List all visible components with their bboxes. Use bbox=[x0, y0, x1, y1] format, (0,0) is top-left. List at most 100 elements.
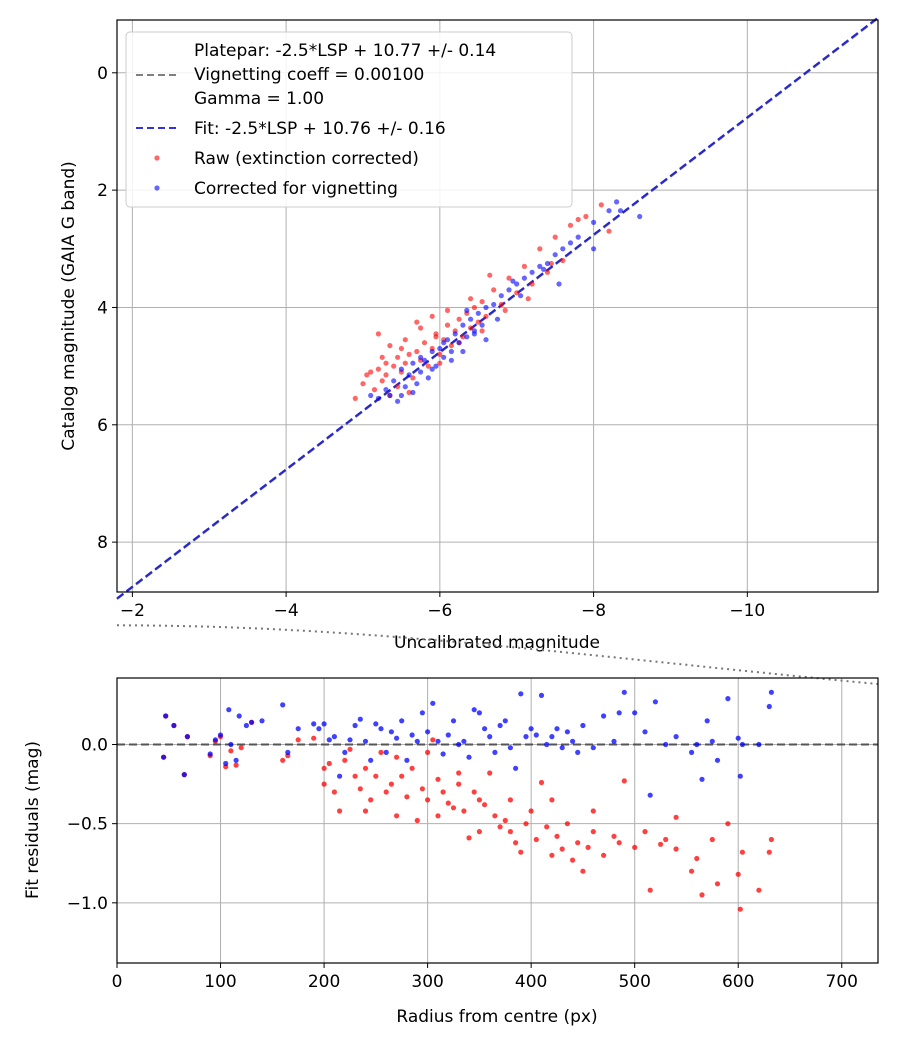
corrected-point bbox=[614, 199, 620, 205]
corrected-point bbox=[316, 726, 322, 732]
raw-point bbox=[507, 797, 513, 803]
corrected-point bbox=[471, 331, 477, 337]
corrected-point bbox=[497, 722, 503, 729]
corrected-point bbox=[560, 246, 566, 252]
corrected-point bbox=[704, 718, 710, 724]
raw-point bbox=[435, 776, 441, 782]
corrected-point bbox=[528, 726, 534, 732]
corrected-point bbox=[491, 301, 497, 308]
raw-point bbox=[402, 337, 408, 343]
raw-point bbox=[321, 765, 327, 771]
corrected-point bbox=[464, 334, 470, 340]
corrected-point bbox=[768, 689, 775, 695]
raw-point bbox=[414, 817, 420, 824]
corrected-point bbox=[450, 718, 457, 724]
raw-point bbox=[399, 773, 405, 779]
corrected-point bbox=[409, 732, 415, 738]
raw-point bbox=[560, 257, 566, 264]
x-tick-label: −4 bbox=[274, 601, 299, 621]
raw-point bbox=[444, 307, 451, 313]
corrected-point bbox=[549, 734, 555, 740]
corrected-point bbox=[181, 772, 187, 778]
raw-point bbox=[421, 340, 428, 346]
bottom-scatter-points bbox=[161, 689, 775, 912]
raw-point bbox=[406, 351, 412, 357]
raw-point bbox=[554, 833, 560, 839]
raw-point bbox=[647, 887, 653, 893]
x-tick-label: 700 bbox=[826, 972, 858, 992]
corrected-point bbox=[580, 722, 586, 729]
corrected-point bbox=[425, 729, 431, 735]
raw-point bbox=[321, 781, 327, 787]
residuals-scatter-chart: 0 100 200 300 400 500 600 700 0.0 −0.5 −1.0 Radius… bbox=[23, 624, 879, 1027]
corrected-point bbox=[766, 703, 772, 710]
raw-point bbox=[414, 348, 420, 355]
corrected-point bbox=[357, 716, 363, 722]
raw-point bbox=[567, 222, 574, 228]
raw-point bbox=[395, 384, 401, 390]
corrected-point bbox=[559, 745, 565, 751]
corrected-point bbox=[429, 366, 435, 372]
raw-point bbox=[663, 836, 669, 843]
raw-point bbox=[538, 779, 545, 786]
corrected-point bbox=[368, 757, 374, 763]
corrected-point bbox=[383, 387, 389, 393]
raw-point bbox=[575, 840, 581, 846]
raw-point bbox=[621, 778, 627, 784]
legend: Platepar: -2.5*LSP + 10.77 +/- 0.14 Vign… bbox=[125, 31, 573, 208]
raw-point bbox=[518, 849, 524, 855]
raw-point bbox=[391, 363, 397, 369]
raw-point bbox=[388, 781, 394, 787]
corrected-point bbox=[529, 269, 535, 275]
corrected-point bbox=[398, 366, 404, 372]
raw-point bbox=[414, 319, 420, 325]
corrected-point bbox=[378, 726, 384, 732]
corrected-point bbox=[518, 691, 524, 697]
raw-point bbox=[548, 260, 554, 267]
x-tick-label: 500 bbox=[618, 972, 650, 992]
corrected-point bbox=[452, 331, 458, 337]
raw-point bbox=[525, 296, 531, 302]
corrected-point bbox=[482, 726, 488, 732]
x-tick-label: −10 bbox=[729, 601, 765, 621]
corrected-point bbox=[311, 721, 317, 727]
x-tick-label: 0 bbox=[112, 972, 123, 992]
raw-point bbox=[468, 296, 474, 302]
raw-point bbox=[435, 813, 441, 819]
raw-point bbox=[228, 748, 234, 754]
legend-label-platepar: Platepar: -2.5*LSP + 10.77 +/- 0.14 bbox=[194, 41, 496, 61]
raw-point bbox=[311, 735, 317, 741]
top-scatter-points bbox=[352, 199, 643, 404]
raw-point bbox=[450, 805, 457, 811]
raw-point bbox=[456, 781, 462, 787]
raw-point bbox=[383, 372, 389, 378]
corrected-point bbox=[591, 246, 597, 252]
corrected-point bbox=[217, 732, 224, 738]
corrected-point bbox=[537, 263, 543, 269]
corrected-point bbox=[373, 721, 379, 727]
corrected-point bbox=[171, 722, 177, 729]
raw-point bbox=[383, 360, 389, 366]
raw-point bbox=[523, 821, 529, 827]
corrected-point bbox=[223, 760, 229, 767]
corrected-point bbox=[337, 773, 343, 779]
raw-point bbox=[404, 794, 410, 800]
corrected-point bbox=[383, 749, 389, 756]
raw-point bbox=[371, 387, 378, 393]
corrected-point bbox=[466, 754, 472, 760]
raw-point bbox=[549, 852, 555, 858]
raw-point bbox=[368, 369, 374, 375]
corrected-point bbox=[617, 208, 624, 214]
corrected-point bbox=[632, 710, 638, 716]
corrected-point bbox=[456, 340, 462, 346]
corrected-point bbox=[564, 729, 571, 735]
raw-point bbox=[444, 322, 451, 328]
raw-point bbox=[611, 833, 617, 839]
raw-point bbox=[513, 840, 519, 846]
corrected-point bbox=[479, 322, 485, 328]
corrected-point bbox=[456, 741, 462, 748]
raw-point bbox=[460, 334, 466, 340]
raw-point bbox=[529, 281, 535, 287]
corrected-point bbox=[421, 357, 428, 363]
